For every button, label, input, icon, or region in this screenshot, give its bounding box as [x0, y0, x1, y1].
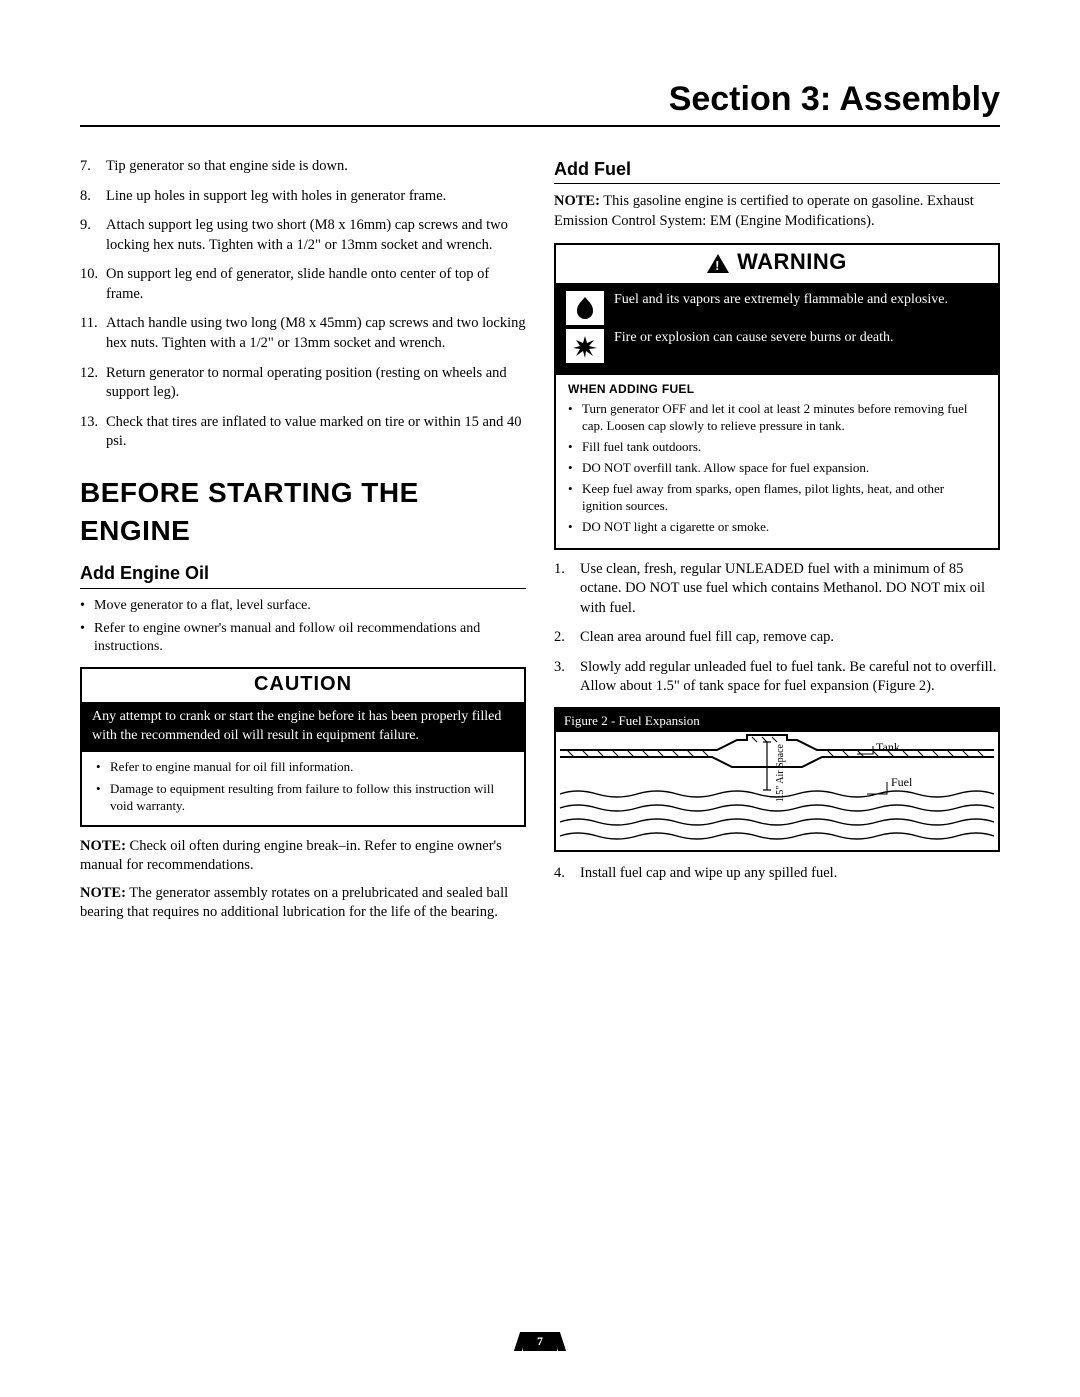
section-title: Section 3: Assembly — [80, 80, 1000, 119]
list-item: 7.Tip generator so that engine side is d… — [80, 157, 526, 177]
list-item: 1.Use clean, fresh, regular UNLEADED fue… — [554, 560, 1000, 619]
fuel-label: Fuel — [891, 774, 912, 790]
list-item: Move generator to a flat, level surface. — [80, 597, 526, 616]
fuel-steps: 1.Use clean, fresh, regular UNLEADED fue… — [554, 560, 1000, 697]
page-footer: 7 — [0, 1332, 1080, 1351]
caution-bullets: Refer to engine manual for oil fill info… — [82, 752, 524, 825]
list-item: DO NOT overfill tank. Allow space for fu… — [568, 460, 986, 477]
warning-title: WARNING — [556, 245, 998, 283]
warning-row: Fire or explosion can cause severe burns… — [566, 329, 988, 363]
list-item: 13.Check that tires are inflated to valu… — [80, 413, 526, 452]
list-item: DO NOT light a cigarette or smoke. — [568, 519, 986, 536]
list-item: 10.On support leg end of generator, slid… — [80, 265, 526, 304]
assembly-steps-cont: 7.Tip generator so that engine side is d… — [80, 157, 526, 452]
list-item: Refer to engine manual for oil fill info… — [96, 758, 510, 776]
add-fuel-heading: Add Fuel — [554, 157, 1000, 184]
list-item: 8.Line up holes in support leg with hole… — [80, 187, 526, 207]
note-text: NOTE: The generator assembly rotates on … — [80, 884, 526, 923]
fuel-steps-cont: 4.Install fuel cap and wipe up any spill… — [554, 864, 1000, 884]
before-starting-heading: BEFORE STARTING THE ENGINE — [80, 474, 526, 550]
list-item: Turn generator OFF and let it cool at le… — [568, 401, 986, 435]
figure-2: Figure 2 - Fuel Expansion — [554, 707, 1000, 853]
list-item: 9.Attach support leg using two short (M8… — [80, 216, 526, 255]
add-oil-heading: Add Engine Oil — [80, 561, 526, 588]
figure-body: 1.5" Air Space Tank Fuel — [556, 732, 998, 850]
list-item: Fill fuel tank outdoors. — [568, 439, 986, 456]
content-columns: 7.Tip generator so that engine side is d… — [80, 157, 1000, 923]
flame-icon — [566, 291, 604, 325]
warning-sub-title: WHEN ADDING FUEL — [568, 381, 986, 397]
list-item: Refer to engine owner's manual and follo… — [80, 620, 526, 658]
list-item: Damage to equipment resulting from failu… — [96, 780, 510, 815]
list-item: 3.Slowly add regular unleaded fuel to fu… — [554, 658, 1000, 697]
right-column: Add Fuel NOTE: This gasoline engine is c… — [554, 157, 1000, 923]
air-space-label: 1.5" Air Space — [774, 744, 788, 802]
note-text: NOTE: This gasoline engine is certified … — [554, 192, 1000, 231]
page-number: 7 — [523, 1332, 557, 1351]
page-header: Section 3: Assembly — [80, 80, 1000, 127]
list-item: 4.Install fuel cap and wipe up any spill… — [554, 864, 1000, 884]
warning-icons-block: Fuel and its vapors are extremely flamma… — [556, 283, 998, 375]
note-text: NOTE: Check oil often during engine brea… — [80, 837, 526, 876]
figure-caption: Figure 2 - Fuel Expansion — [556, 709, 998, 733]
warning-box: WARNING Fuel and its vapors are extremel… — [554, 243, 1000, 549]
warning-row: Fuel and its vapors are extremely flamma… — [566, 291, 988, 325]
caution-body: Any attempt to crank or start the engine… — [82, 702, 524, 752]
list-item: 12.Return generator to normal operating … — [80, 364, 526, 403]
explosion-icon — [566, 329, 604, 363]
list-item: Keep fuel away from sparks, open flames,… — [568, 481, 986, 515]
warning-list: WHEN ADDING FUEL Turn generator OFF and … — [556, 375, 998, 547]
list-item: 11.Attach handle using two long (M8 x 45… — [80, 314, 526, 353]
caution-title: CAUTION — [82, 669, 524, 702]
tank-label: Tank — [876, 739, 900, 755]
caution-box: CAUTION Any attempt to crank or start th… — [80, 667, 526, 826]
left-column: 7.Tip generator so that engine side is d… — [80, 157, 526, 923]
oil-bullets: Move generator to a flat, level surface.… — [80, 597, 526, 658]
list-item: 2.Clean area around fuel fill cap, remov… — [554, 628, 1000, 648]
warning-triangle-icon — [707, 254, 729, 273]
